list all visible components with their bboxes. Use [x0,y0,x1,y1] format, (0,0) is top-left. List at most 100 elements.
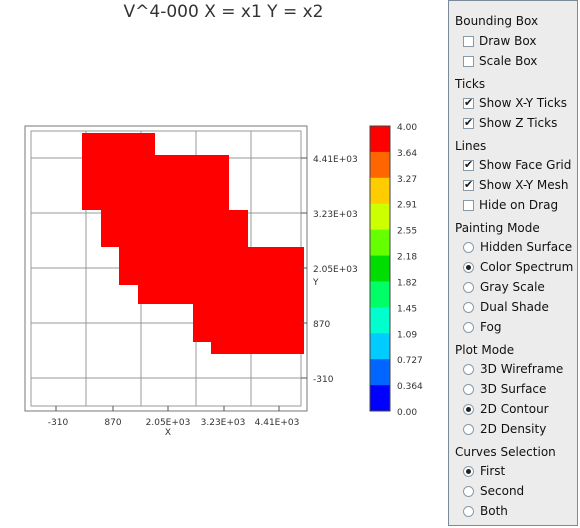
colorbar-segment [370,203,390,230]
y-tick-label: 4.41E+03 [313,155,358,165]
colorbar-segment [370,385,390,412]
radio-label: Gray Scale [480,280,545,294]
show-face-grid-label: Show Face Grid [479,158,572,172]
checkbox-icon [463,35,474,47]
radio-dual-shade[interactable]: Dual Shade [463,298,549,316]
checkbox-icon [463,116,474,129]
radio-label: Hidden Surface [480,240,573,254]
scale-box-checkbox[interactable]: Scale Box [463,52,537,70]
checkbox-icon [463,178,474,191]
radio-color-spectrum[interactable]: Color Spectrum [463,258,573,276]
x-tick-label: 3.23E+03 [201,418,246,428]
radio-icon [463,383,474,395]
radio-hidden-surface[interactable]: Hidden Surface [463,238,572,256]
section-painting-mode: Painting Mode [455,221,540,235]
contour-plot[interactable]: -310 870 2.05E+03 3.23E+03 4.41E+03 X 4.… [0,0,447,528]
radio-first[interactable]: First [463,462,505,480]
colorbar-segment [370,229,390,256]
colorbar-border [369,125,391,412]
colorbar: 4.00 3.64 3.27 2.91 2.55 2.18 1.82 1.45 1.09 0.72… [369,123,423,418]
radio-label: 2D Contour [480,402,549,416]
radio-icon [463,321,474,333]
radio-icon [463,281,474,293]
colorbar-label: 2.55 [397,227,417,237]
x-axis-label: X [165,428,171,438]
plot-area[interactable]: V^4-000 X = x1 Y = x2 [0,0,447,528]
draw-box-checkbox[interactable]: Draw Box [463,32,536,50]
show-xy-mesh-label: Show X-Y Mesh [479,178,569,192]
colorbar-label: 0.727 [397,356,423,366]
colorbar-label: 1.82 [397,278,417,288]
checkbox-icon [463,96,474,109]
checkbox-icon [463,55,474,67]
x-tick-label: 4.41E+03 [255,418,300,428]
hide-on-drag-checkbox[interactable]: Hide on Drag [463,196,558,214]
hide-on-drag-label: Hide on Drag [479,198,559,212]
colorbar-segment [370,281,390,308]
colorbar-label: 2.18 [397,253,417,263]
radio-2d-density[interactable]: 2D Density [463,420,546,438]
y-tick-label: -310 [313,375,334,385]
radio-gray-scale[interactable]: Gray Scale [463,278,545,296]
radio-label: Color Spectrum [480,260,574,274]
colorbar-segment [370,307,390,334]
colorbar-label: 0.00 [397,408,417,418]
radio-icon [463,301,474,313]
radio-label: 2D Density [480,422,547,436]
radio-label: 3D Wireframe [480,362,564,376]
colorbar-label: 1.45 [397,304,417,314]
radio-3d-wireframe[interactable]: 3D Wireframe [463,360,563,378]
radio-icon [463,465,474,477]
plot-title: V^4-000 X = x1 Y = x2 [123,2,324,22]
radio-label: Fog [480,320,502,334]
colorbar-label: 4.00 [397,123,417,133]
draw-box-label: Draw Box [479,34,537,48]
section-ticks: Ticks [455,77,486,91]
colorbar-segment [370,126,390,153]
show-xy-ticks-checkbox[interactable]: Show X-Y Ticks [463,94,567,112]
colorbar-label: 0.364 [397,382,423,392]
y-tick-label: 3.23E+03 [313,210,358,220]
section-plot-mode: Plot Mode [455,343,515,357]
radio-icon [463,403,474,415]
radio-label: Dual Shade [480,300,549,314]
tick-marks [55,157,307,411]
colorbar-segment [370,177,390,205]
x-tick-label: 2.05E+03 [146,418,191,428]
radio-icon [463,505,474,517]
section-curves-selection: Curves Selection [455,445,556,459]
show-z-ticks-checkbox[interactable]: Show Z Ticks [463,114,557,132]
radio-label: First [480,464,506,478]
show-face-grid-checkbox[interactable]: Show Face Grid [463,156,571,174]
radio-fog[interactable]: Fog [463,318,501,336]
colorbar-segment [370,359,390,386]
colorbar-segment [370,255,390,282]
show-z-ticks-label: Show Z Ticks [479,116,558,130]
colorbar-segment [370,333,390,360]
checkbox-icon [463,158,474,171]
radio-icon [463,423,474,435]
radio-label: Both [480,504,508,518]
x-tick-label: -310 [48,418,69,428]
colorbar-label: 1.09 [397,330,417,340]
radio-icon [463,485,474,497]
x-tick-label: 870 [104,418,121,428]
colorbar-segment [370,151,390,179]
y-axis-label: Y [312,278,319,288]
y-tick-label: 870 [313,320,330,330]
contour-region [82,133,304,354]
scale-box-label: Scale Box [479,54,538,68]
radio-3d-surface[interactable]: 3D Surface [463,380,546,398]
show-xy-ticks-label: Show X-Y Ticks [479,96,567,110]
show-xy-mesh-checkbox[interactable]: Show X-Y Mesh [463,176,568,194]
colorbar-label: 2.91 [397,201,417,211]
y-tick-label: 2.05E+03 [313,265,358,275]
radio-2d-contour[interactable]: 2D Contour [463,400,549,418]
radio-icon [463,363,474,375]
radio-icon [463,261,474,273]
colorbar-label: 3.27 [397,175,417,185]
radio-label: 3D Surface [480,382,547,396]
radio-second[interactable]: Second [463,482,524,500]
colorbar-label: 3.64 [397,149,417,159]
radio-both[interactable]: Both [463,502,508,520]
